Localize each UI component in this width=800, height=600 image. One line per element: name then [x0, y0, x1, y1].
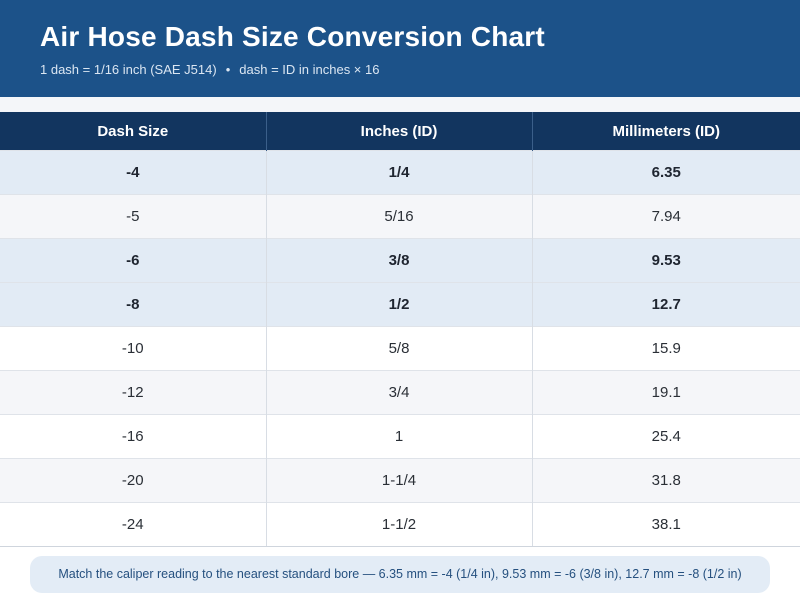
cell-dash-size: -5 [0, 194, 266, 239]
cell-dash-size: -24 [0, 502, 266, 547]
cell-inches: 3/4 [265, 370, 532, 415]
cell-inches: 1-1/2 [265, 502, 532, 547]
table-row: -24 1-1/2 38.1 [0, 502, 800, 547]
conversion-table: Dash Size Inches (ID) Millimeters (ID) -… [0, 112, 800, 547]
cell-millimeters: 15.9 [531, 326, 800, 371]
cell-millimeters: 12.7 [531, 282, 800, 327]
cell-inches: 1/2 [265, 282, 532, 327]
cell-dash-size: -10 [0, 326, 266, 371]
table-row: -16 1 25.4 [0, 414, 800, 459]
cell-dash-size: -20 [0, 458, 266, 503]
column-header-millimeters: Millimeters (ID) [531, 112, 800, 151]
subtitle-formula: dash = ID in inches × 16 [239, 62, 380, 77]
page-title: Air Hose Dash Size Conversion Chart [40, 21, 545, 52]
subtitle-dash-definition: 1 dash = 1/16 inch (SAE J514) [40, 62, 217, 77]
table-header-row: Dash Size Inches (ID) Millimeters (ID) [0, 112, 800, 151]
cell-dash-size: -16 [0, 414, 266, 459]
cell-inches: 1-1/4 [265, 458, 532, 503]
table-row: -4 1/4 6.35 [0, 150, 800, 195]
cell-inches: 1/4 [265, 150, 532, 195]
page-subtitle: 1 dash = 1/16 inch (SAE J514) • dash = ID … [40, 62, 379, 77]
table-row: -6 3/8 9.53 [0, 238, 800, 283]
caliper-note: Match the caliper reading to the nearest… [30, 556, 770, 593]
subtitle-separator: • [225, 62, 231, 77]
column-header-dash-size: Dash Size [0, 112, 266, 151]
cell-millimeters: 19.1 [531, 370, 800, 415]
table-row: -5 5/16 7.94 [0, 194, 800, 239]
table-row: -12 3/4 19.1 [0, 370, 800, 415]
cell-millimeters: 6.35 [531, 150, 800, 195]
page-header: Air Hose Dash Size Conversion Chart 1 da… [0, 0, 800, 97]
cell-dash-size: -6 [0, 238, 266, 283]
cell-dash-size: -4 [0, 150, 266, 195]
column-header-inches: Inches (ID) [265, 112, 532, 151]
cell-millimeters: 31.8 [531, 458, 800, 503]
cell-inches: 3/8 [265, 238, 532, 283]
table-body: -4 1/4 6.35 -5 5/16 7.94 -6 3/8 9.53 -8 1/2 12.7 -10… [0, 150, 800, 547]
cell-millimeters: 9.53 [531, 238, 800, 283]
cell-millimeters: 7.94 [531, 194, 800, 239]
cell-dash-size: -8 [0, 282, 266, 327]
table-row: -20 1-1/4 31.8 [0, 458, 800, 503]
cell-millimeters: 38.1 [531, 502, 800, 547]
header-spacer [0, 97, 800, 112]
cell-inches: 5/8 [265, 326, 532, 371]
table-row: -10 5/8 15.9 [0, 326, 800, 371]
cell-millimeters: 25.4 [531, 414, 800, 459]
cell-inches: 5/16 [265, 194, 532, 239]
table-row: -8 1/2 12.7 [0, 282, 800, 327]
cell-dash-size: -12 [0, 370, 266, 415]
cell-inches: 1 [265, 414, 532, 459]
